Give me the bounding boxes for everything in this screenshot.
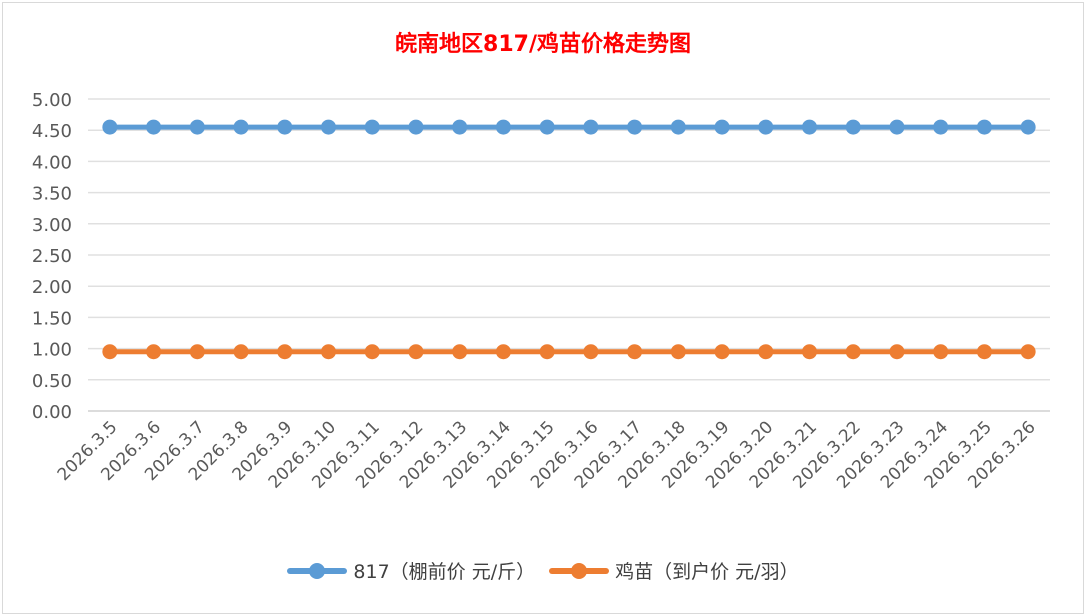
data-point-1 [277, 344, 293, 360]
legend-marker-chick [549, 562, 610, 579]
data-point-1 [758, 344, 774, 360]
y-tick-label: 4.50 [32, 121, 72, 142]
data-point-0 [408, 119, 424, 135]
data-point-0 [583, 119, 599, 135]
data-point-0 [976, 119, 992, 135]
data-point-0 [933, 119, 949, 135]
data-point-0 [802, 119, 817, 135]
data-point-1 [146, 344, 162, 360]
legend-item-817: 817（棚前价 元/斤） [287, 557, 535, 584]
data-point-0 [845, 119, 861, 135]
data-point-1 [233, 344, 249, 360]
data-point-1 [495, 344, 511, 360]
data-point-0 [670, 119, 686, 135]
y-tick-label: 5.00 [32, 90, 72, 111]
data-point-1 [408, 344, 424, 360]
y-tick-label: 1.50 [32, 308, 72, 329]
data-point-1 [539, 344, 555, 360]
legend: 817（棚前价 元/斤） 鸡苗（到户价 元/羽） [0, 557, 1086, 584]
chart-title: 皖南地区817/鸡苗价格走势图 [395, 32, 691, 57]
data-point-0 [277, 119, 293, 135]
data-point-1 [889, 344, 905, 360]
data-point-1 [976, 344, 992, 360]
y-tick-label: 0.00 [32, 402, 72, 423]
y-tick-label: 1.00 [32, 340, 72, 361]
data-point-0 [321, 119, 336, 135]
data-point-1 [714, 344, 730, 360]
data-point-1 [364, 344, 380, 360]
y-tick-label: 3.00 [32, 215, 72, 236]
legend-label-chick: 鸡苗（到户价 元/羽） [615, 561, 799, 583]
data-point-0 [889, 119, 905, 135]
data-point-0 [495, 119, 511, 135]
data-point-1 [102, 344, 118, 360]
data-point-0 [758, 119, 774, 135]
data-point-0 [233, 119, 249, 135]
data-point-0 [364, 119, 380, 135]
y-tick-label: 2.50 [32, 246, 72, 267]
data-point-0 [189, 119, 205, 135]
data-point-1 [189, 344, 205, 360]
data-point-1 [933, 344, 949, 360]
y-tick-label: 2.00 [32, 277, 72, 298]
data-point-1 [802, 344, 817, 360]
data-point-0 [452, 119, 468, 135]
data-point-1 [627, 344, 643, 360]
data-point-1 [321, 344, 336, 360]
data-point-0 [714, 119, 730, 135]
data-point-1 [452, 344, 468, 360]
data-point-0 [1020, 119, 1036, 135]
y-tick-label: 4.00 [32, 152, 72, 173]
y-tick-label: 3.50 [32, 184, 72, 205]
data-point-0 [146, 119, 162, 135]
data-point-0 [539, 119, 555, 135]
data-point-1 [583, 344, 599, 360]
legend-item-chick: 鸡苗（到户价 元/羽） [549, 557, 799, 584]
legend-marker-817 [287, 562, 348, 579]
data-point-1 [670, 344, 686, 360]
data-point-1 [1020, 344, 1036, 360]
data-point-1 [845, 344, 861, 360]
legend-label-817: 817（棚前价 元/斤） [353, 561, 536, 583]
y-tick-label: 0.50 [32, 371, 72, 392]
data-point-0 [627, 119, 643, 135]
data-point-0 [102, 119, 118, 135]
